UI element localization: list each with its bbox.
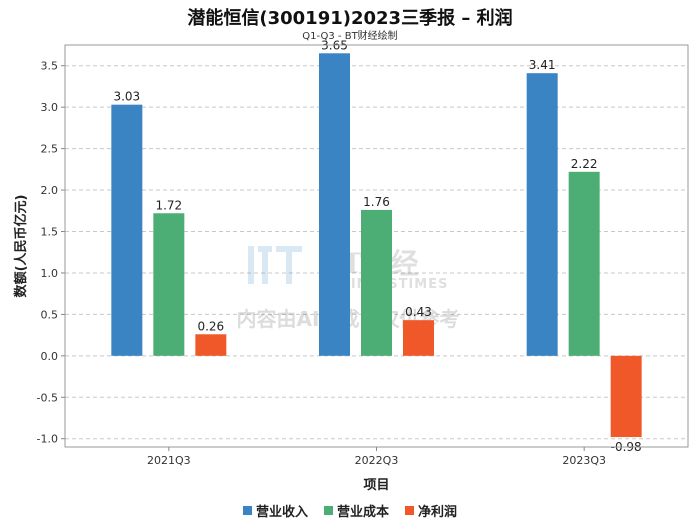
bar-净利润-2021Q3 xyxy=(195,334,227,356)
x-axis-title: 项目 xyxy=(363,478,389,493)
bar-净利润-2022Q3 xyxy=(403,320,434,356)
legend-item: 营业成本 xyxy=(323,501,389,520)
data-label: 0.43 xyxy=(405,305,432,319)
y-tick-label: 1.0 xyxy=(41,267,59,280)
bar-营业收入-2021Q3 xyxy=(111,104,143,356)
y-tick-label: -1.0 xyxy=(37,433,58,446)
legend-swatch xyxy=(405,506,414,515)
bar-营业收入-2023Q3 xyxy=(526,73,558,356)
bars xyxy=(111,53,642,438)
data-label: 0.26 xyxy=(197,319,224,333)
y-tick-label: 2.0 xyxy=(41,184,59,197)
data-label: 3.03 xyxy=(113,90,140,104)
legend-item: 净利润 xyxy=(405,501,457,520)
x-tick-label: 2023Q3 xyxy=(562,454,606,467)
y-tick-label: 0.5 xyxy=(41,308,59,321)
legend: 营业收入 营业成本 净利润 xyxy=(0,501,700,520)
y-tick-label: 1.5 xyxy=(41,225,59,238)
bar-营业成本-2023Q3 xyxy=(568,171,600,356)
y-tick-label: 0.0 xyxy=(41,350,59,363)
legend-swatch xyxy=(242,506,252,515)
y-tick-label: 3.5 xyxy=(41,60,59,73)
y-tick-label: -0.5 xyxy=(37,391,58,404)
x-tick-label: 2021Q3 xyxy=(147,454,191,467)
y-tick-label: 3.0 xyxy=(41,101,59,114)
x-tick-label: 2022Q3 xyxy=(355,454,399,467)
y-tick-label: 2.5 xyxy=(41,143,59,156)
bar-营业成本-2022Q3 xyxy=(361,209,392,356)
legend-swatch xyxy=(323,506,333,515)
data-label: 3.41 xyxy=(529,58,556,72)
legend-label: 营业成本 xyxy=(336,505,389,520)
bar-营业收入-2022Q3 xyxy=(319,53,350,356)
bt-logo-icon xyxy=(248,246,302,284)
bar-净利润-2023Q3 xyxy=(610,355,642,438)
y-axis-title: 数额(人民币亿元) xyxy=(13,195,29,298)
legend-label: 净利润 xyxy=(418,505,458,520)
legend-item: 营业收入 xyxy=(242,501,308,520)
data-label: 1.72 xyxy=(155,198,182,212)
data-label: 1.76 xyxy=(363,195,390,209)
data-labels: 3.031.720.263.651.760.433.412.22-0.98 xyxy=(113,38,641,454)
bar-营业成本-2021Q3 xyxy=(153,213,185,356)
chart-subtitle: Q1-Q3 - BT财经绘制 xyxy=(302,31,398,42)
chart-title: 潜能恒信(300191)2023三季报 – 利润 xyxy=(187,8,513,29)
legend-label: 营业收入 xyxy=(255,505,308,520)
axes: -1.0 -0.5 0.0 0.5 1.0 1.5 2.0 2.5 3.0 3.5 2021Q3 20… xyxy=(13,44,689,493)
data-label: 2.22 xyxy=(571,157,598,171)
